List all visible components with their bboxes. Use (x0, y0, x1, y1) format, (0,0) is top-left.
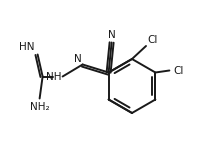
Text: Cl: Cl (147, 35, 157, 45)
Text: Cl: Cl (173, 66, 184, 76)
Text: NH: NH (46, 72, 62, 82)
Text: NH₂: NH₂ (30, 101, 49, 111)
Text: N: N (74, 53, 82, 63)
Text: HN: HN (19, 41, 35, 52)
Text: N: N (108, 30, 115, 39)
